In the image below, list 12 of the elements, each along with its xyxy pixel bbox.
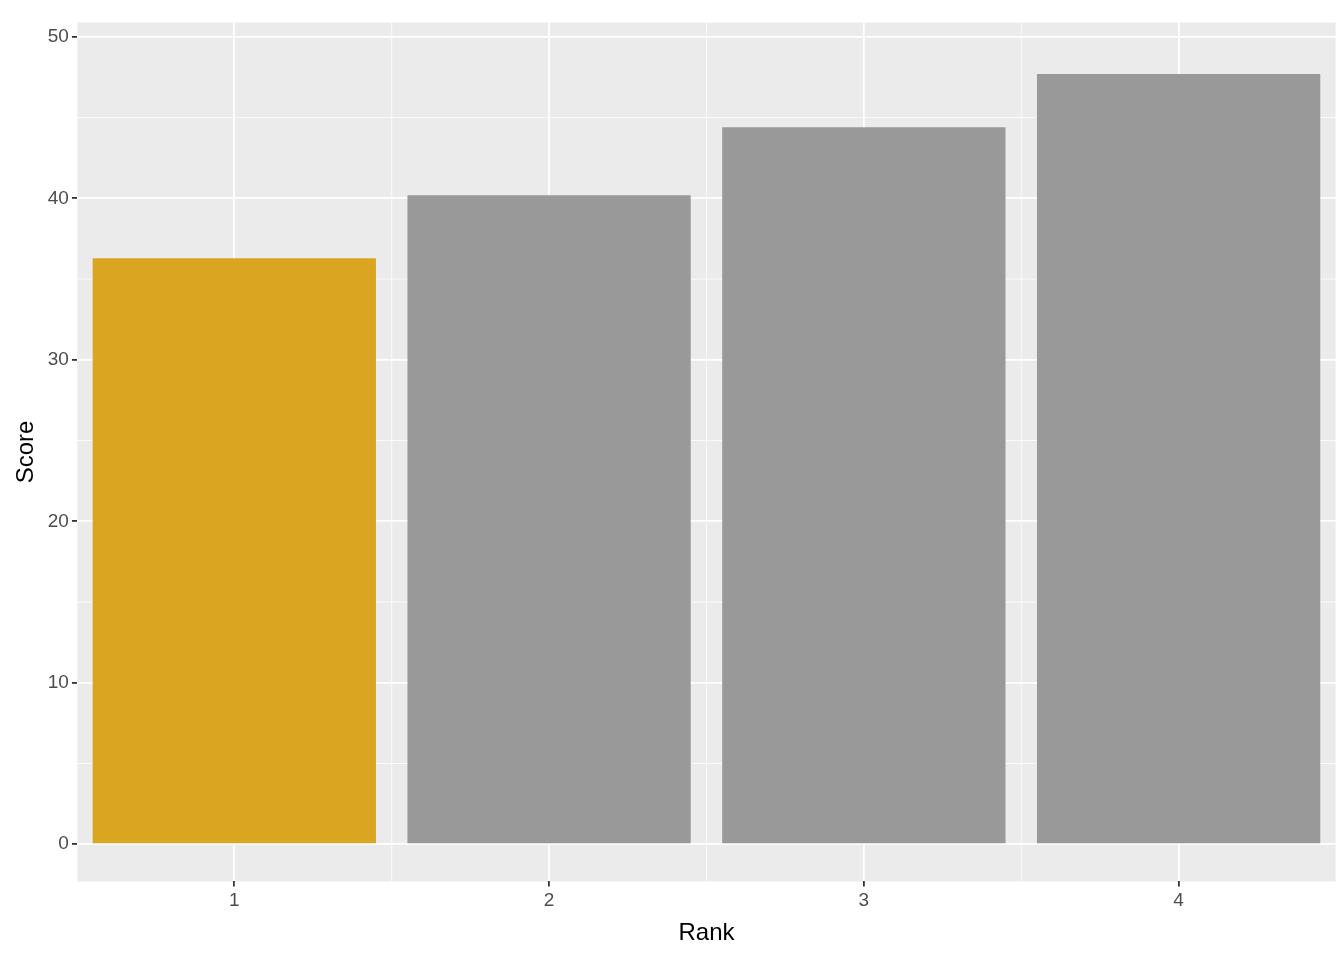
y-tick-label: 0 bbox=[58, 832, 69, 854]
y-tick-label: 20 bbox=[47, 509, 69, 531]
y-tick-label: 50 bbox=[47, 25, 69, 47]
x-axis-title: Rank bbox=[678, 918, 736, 946]
x-tick-label: 1 bbox=[229, 889, 240, 911]
x-tick-label: 2 bbox=[543, 889, 555, 911]
y-tick-label: 40 bbox=[47, 186, 69, 208]
y-tick-label: 30 bbox=[47, 348, 69, 370]
y-tick-label: 10 bbox=[47, 671, 69, 693]
y-axis-title: Score bbox=[11, 420, 39, 484]
x-tick-label: 3 bbox=[858, 889, 870, 911]
x-tick-label: 4 bbox=[1173, 889, 1185, 911]
